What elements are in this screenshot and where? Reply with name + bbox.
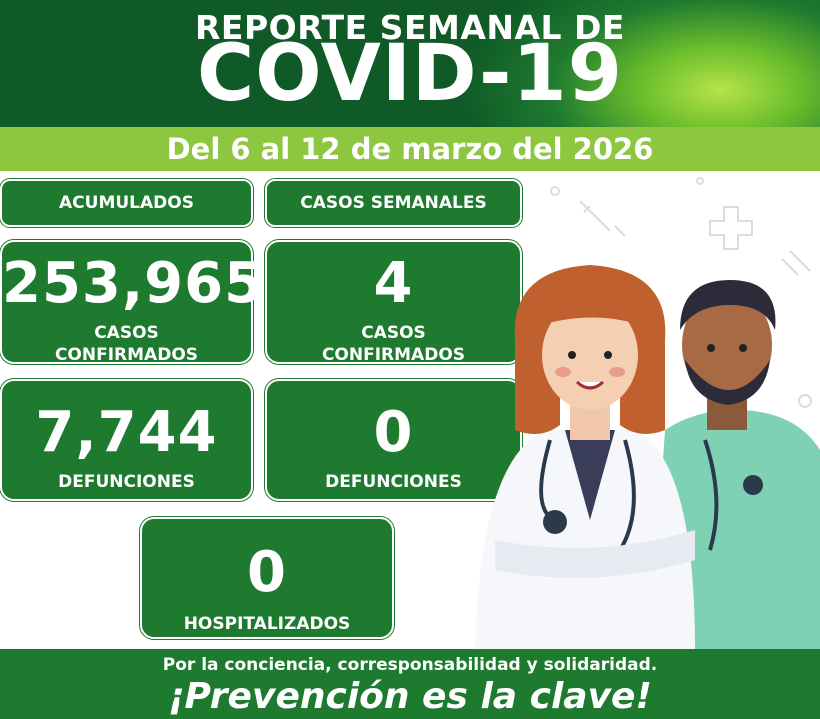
hospitalized-label: HOSPITALIZADOS — [183, 614, 351, 634]
header-banner: REPORTE SEMANAL DE COVID-19 — [0, 0, 820, 127]
accumulated-confirmed-label-1: CASOS — [94, 323, 159, 343]
accumulated-tag: ACUMULADOS — [0, 179, 253, 227]
footer-slogan: ¡Prevención es la clave! — [168, 676, 652, 717]
accumulated-confirmed-label-2: CONFIRMADOS — [54, 345, 199, 365]
weekly-deaths-value: 0 — [373, 400, 414, 465]
syringe-icon — [579, 200, 626, 237]
hospitalized-value: 0 — [247, 540, 287, 605]
accumulated-deaths-value: 7,744 — [35, 400, 218, 465]
accumulated-deaths-card: 7,744 DEFUNCIONES — [0, 379, 253, 501]
weekly-tag: CASOS SEMANALES — [265, 179, 522, 227]
doctors-illustration — [475, 265, 820, 650]
report-subtitle: REPORTE SEMANAL DE — [195, 8, 625, 47]
weekly-deaths-label: DEFUNCIONES — [325, 472, 462, 492]
weekly-confirmed-label-1: CASOS — [361, 323, 426, 343]
date-range: Del 6 al 12 de marzo del 2026 — [0, 127, 820, 171]
weekly-confirmed-value: 4 — [373, 251, 414, 316]
weekly-deaths-card: 0 DEFUNCIONES — [265, 379, 522, 501]
weekly-tag-label: CASOS SEMANALES — [300, 193, 487, 213]
footer-motto: Por la conciencia, corresponsabilidad y … — [162, 655, 658, 675]
accumulated-confirmed-card: 253,965 CASOS CONFIRMADOS — [0, 240, 265, 365]
cross-icon — [709, 206, 753, 250]
female-doctor-figure — [475, 265, 695, 650]
hospitalized-card: 0 HOSPITALIZADOS — [140, 517, 394, 639]
weekly-confirmed-label-2: CONFIRMADOS — [321, 345, 466, 365]
accumulated-deaths-label: DEFUNCIONES — [58, 472, 195, 492]
accumulated-confirmed-value: 253,965 — [2, 251, 265, 316]
footer-banner: Por la conciencia, corresponsabilidad y … — [0, 649, 820, 719]
accumulated-tag-label: ACUMULADOS — [59, 193, 194, 213]
report-title: COVID-19 — [197, 29, 623, 119]
